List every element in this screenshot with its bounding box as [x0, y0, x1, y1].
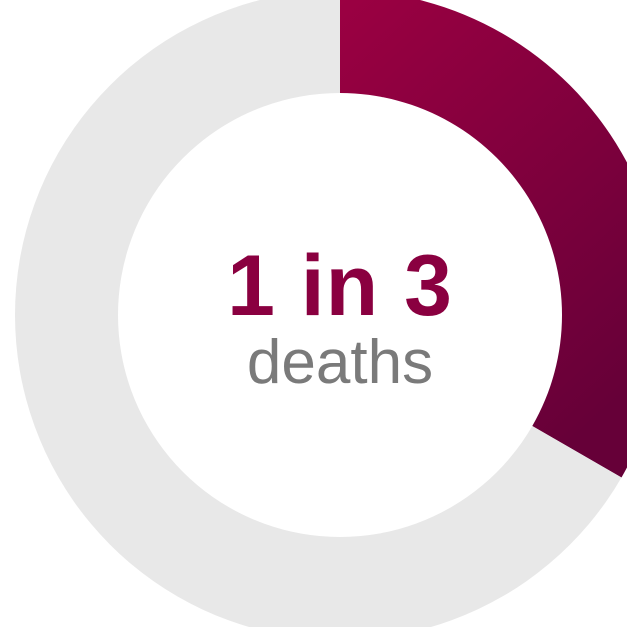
subline-text: deaths	[246, 328, 434, 397]
slice-remainder	[15, 0, 622, 627]
headline-text: 1 in 3	[227, 238, 453, 334]
center-label: 1 in 3 deaths	[120, 240, 560, 394]
slice-highlight	[340, 0, 627, 478]
